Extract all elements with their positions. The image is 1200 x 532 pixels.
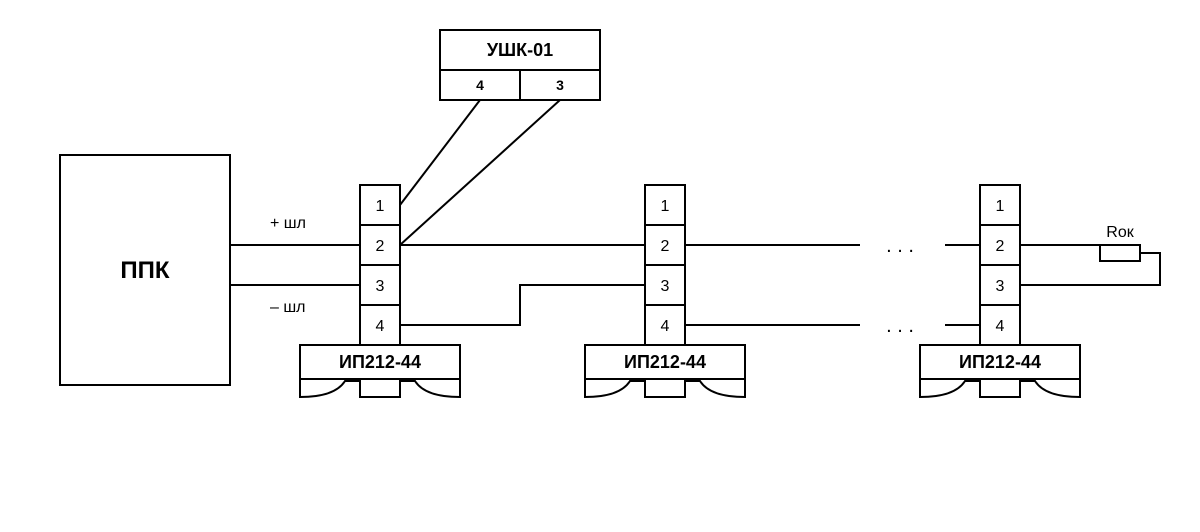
terminal-label-1-1: 1: [661, 198, 670, 215]
terminal-label-1-3: 3: [661, 278, 670, 295]
resistor-rok: [1100, 245, 1140, 261]
resistor-label: Rок: [1106, 224, 1134, 241]
ushk-pin-label-4: 4: [476, 77, 484, 93]
terminal-label-2-2: 2: [996, 238, 1005, 255]
terminal-label-2-3: 3: [996, 278, 1005, 295]
ushk-title: УШК-01: [487, 40, 553, 60]
wire-d0-d1-bottom: [400, 285, 645, 325]
terminal-label-2-4: 4: [996, 318, 1005, 335]
control-panel-label: ППК: [120, 257, 170, 284]
wire-ushk-4: [400, 100, 480, 205]
terminal-label-0-3: 3: [376, 278, 385, 295]
detector-label-1: ИП212-44: [624, 352, 706, 372]
wire-label-plus: + шл: [270, 215, 306, 232]
terminal-label-2-1: 1: [996, 198, 1005, 215]
terminal-label-1-2: 2: [661, 238, 670, 255]
wire-label-minus: – шл: [270, 299, 306, 316]
detector-socket-2: [920, 379, 1080, 397]
detector-label-0: ИП212-44: [339, 352, 421, 372]
terminal-label-0-1: 1: [376, 198, 385, 215]
detector-socket-1: [585, 379, 745, 397]
detector-socket-0: [300, 379, 460, 397]
detector-label-2: ИП212-44: [959, 352, 1041, 372]
ellipsis-0: . . .: [886, 235, 914, 257]
terminal-label-1-4: 4: [661, 318, 670, 335]
ellipsis-1: . . .: [886, 315, 914, 337]
terminal-label-0-2: 2: [376, 238, 385, 255]
terminal-label-0-4: 4: [376, 318, 385, 335]
ushk-pin-label-3: 3: [556, 77, 564, 93]
